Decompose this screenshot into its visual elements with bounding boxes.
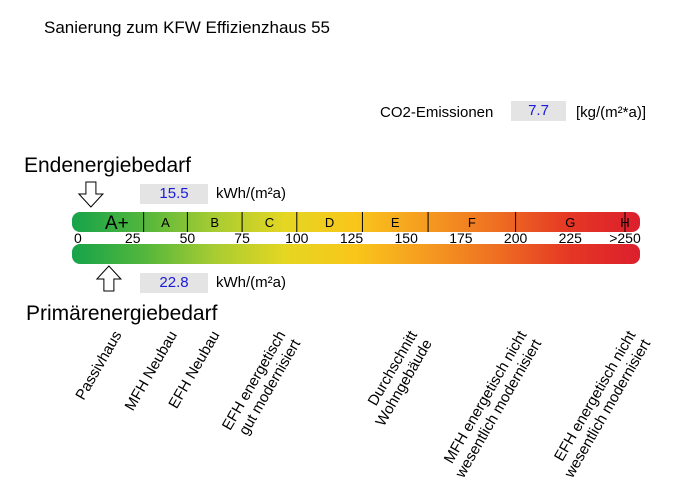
class-label: G <box>565 215 575 230</box>
endenergie-value: 15.5 <box>140 184 208 204</box>
class-label: A <box>161 215 170 230</box>
class-labels: A+ A B C D E F G H <box>105 213 630 234</box>
primaerenergie-arrow <box>95 265 123 292</box>
tick-labels: 0 25 50 75 100 125 150 175 200 225 >250 <box>74 230 641 246</box>
class-label: F <box>468 215 476 230</box>
tick-label: 0 <box>74 230 82 246</box>
primaerenergie-title: Primärenergiebedarf <box>26 302 218 325</box>
endenergie-title: Endenergiebedarf <box>24 154 191 177</box>
page-title: Sanierung zum KFW Effizienzhaus 55 <box>44 18 330 37</box>
tick-label: 225 <box>559 230 583 246</box>
class-label: A+ <box>105 213 129 234</box>
tick-label: 200 <box>504 230 528 246</box>
class-label: E <box>391 215 400 230</box>
primaerenergie-unit: kWh/(m²a) <box>216 274 286 291</box>
class-label: H <box>620 215 629 230</box>
class-label: D <box>325 215 334 230</box>
tick-label: >250 <box>609 230 641 246</box>
tick-label: 50 <box>180 230 196 246</box>
endenergie-arrow <box>77 181 105 208</box>
tick-label: 100 <box>285 230 309 246</box>
scale-top-bar <box>72 212 640 232</box>
co2-unit: [kg/(m²*a)] <box>576 104 647 121</box>
co2-value: 7.7 <box>511 101 566 121</box>
tick-label: 125 <box>340 230 364 246</box>
scale-bottom-bar <box>72 244 640 264</box>
primaerenergie-value: 22.8 <box>140 273 208 293</box>
co2-label: CO2-Emissionen <box>380 104 494 121</box>
tick-label: 150 <box>395 230 419 246</box>
scale-axis-band <box>72 232 640 244</box>
endenergie-unit: kWh/(m²a) <box>216 185 286 202</box>
tick-label: 25 <box>125 230 141 246</box>
tick-label: 175 <box>449 230 473 246</box>
class-label: C <box>265 215 274 230</box>
class-label: B <box>210 215 219 230</box>
tick-label: 75 <box>234 230 250 246</box>
class-dividers <box>143 212 626 232</box>
